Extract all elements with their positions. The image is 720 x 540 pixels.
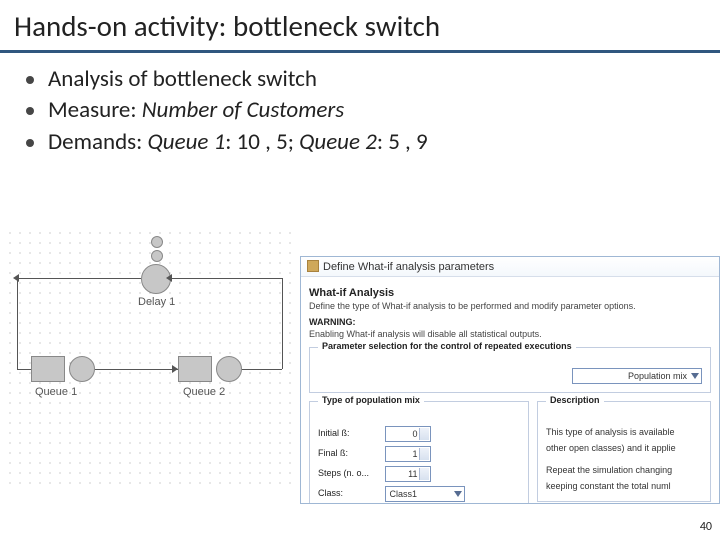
page-number: 40: [700, 520, 712, 534]
queue1-label: Queue 1: [35, 386, 77, 398]
combo-class[interactable]: Class1: [385, 486, 465, 502]
wire-right-out: [242, 369, 282, 370]
wire-q1-q2: [95, 369, 178, 370]
wire-top-right: [171, 278, 282, 279]
warning-label: WARNING:: [309, 317, 711, 327]
queue1-box: [31, 356, 65, 382]
label-class: Class:: [318, 488, 382, 498]
desc-line-2: other open classes) and it applie: [546, 442, 702, 454]
queue1-server: [69, 356, 95, 382]
bullet-list: Analysis of bottleneck switch Measure: N…: [0, 53, 720, 157]
queue2-label: Queue 2: [183, 386, 225, 398]
bullet-3-pre: Demands:: [48, 128, 148, 156]
desc-line-3: Repeat the simulation changing: [546, 464, 702, 476]
combo-parameter[interactable]: Population mix: [572, 368, 702, 384]
arrow-top-left: [13, 274, 19, 282]
desc-line-4: keeping constant the total numl: [546, 480, 702, 492]
row-steps: Steps (n. o... 11: [318, 466, 520, 482]
slide-title: Hands-on activity: bottleneck switch: [0, 0, 720, 50]
label-final: Final ß:: [318, 448, 382, 458]
spin-final[interactable]: 1: [385, 446, 431, 462]
queue-diagram: Delay 1 Queue 1 Queue 2: [3, 226, 298, 486]
arrow-into-delay: [166, 274, 172, 282]
group-description: This type of analysis is available other…: [537, 401, 711, 502]
row-initial: Initial ß: 0: [318, 426, 520, 442]
row-class: Class: Class1: [318, 486, 520, 502]
row-final: Final ß: 1: [318, 446, 520, 462]
warning-text: Enabling What-if analysis will disable a…: [309, 329, 711, 339]
delay-token-1: [151, 236, 163, 248]
bullet-2: Measure: Number of Customers: [48, 96, 706, 125]
wire-left-down: [17, 278, 18, 369]
label-steps: Steps (n. o...: [318, 468, 382, 478]
dialog-title-text: Define What-if analysis parameters: [323, 261, 494, 273]
bullet-3-q2: Queue 2: [299, 128, 377, 156]
content-area: Delay 1 Queue 1 Queue 2: [0, 226, 720, 506]
desc-line-1: This type of analysis is available: [546, 426, 702, 438]
bullet-3-v1: : 10 , 5;: [225, 128, 299, 156]
dialog-titlebar: Define What-if analysis parameters: [301, 257, 719, 277]
bullet-2-em: Number of Customers: [142, 96, 345, 124]
group-population-mix: Initial ß: 0 Final ß: 1 Steps (n. o... 1…: [309, 401, 529, 504]
label-initial: Initial ß:: [318, 428, 382, 438]
dialog-icon: [307, 260, 319, 272]
queue2-server: [216, 356, 242, 382]
bullet-1: Analysis of bottleneck switch: [48, 65, 706, 94]
bullet-3-v2: : 5 , 9: [377, 128, 428, 156]
bullet-3: Demands: Queue 1: 10 , 5; Queue 2: 5 , 9: [48, 128, 706, 157]
wire-right-up: [282, 278, 283, 369]
wire-top-left: [18, 278, 141, 279]
bullet-2-pre: Measure:: [48, 96, 142, 124]
spin-steps[interactable]: 11: [385, 466, 431, 482]
delay-token-2: [151, 250, 163, 262]
section-sub: Define the type of What-if analysis to b…: [309, 301, 711, 311]
whatif-dialog: Define What-if analysis parameters What-…: [300, 256, 720, 504]
arrow-q1-q2: [172, 365, 178, 373]
spin-initial[interactable]: 0: [385, 426, 431, 442]
delay-label: Delay 1: [138, 296, 175, 308]
group-parameter-selection: Population mix: [309, 347, 711, 393]
wire-left-in: [17, 369, 31, 370]
bullet-3-q1: Queue 1: [148, 128, 226, 156]
section-head: What-if Analysis: [309, 287, 711, 299]
dialog-body: What-if Analysis Define the type of What…: [301, 277, 719, 504]
queue2-box: [178, 356, 212, 382]
